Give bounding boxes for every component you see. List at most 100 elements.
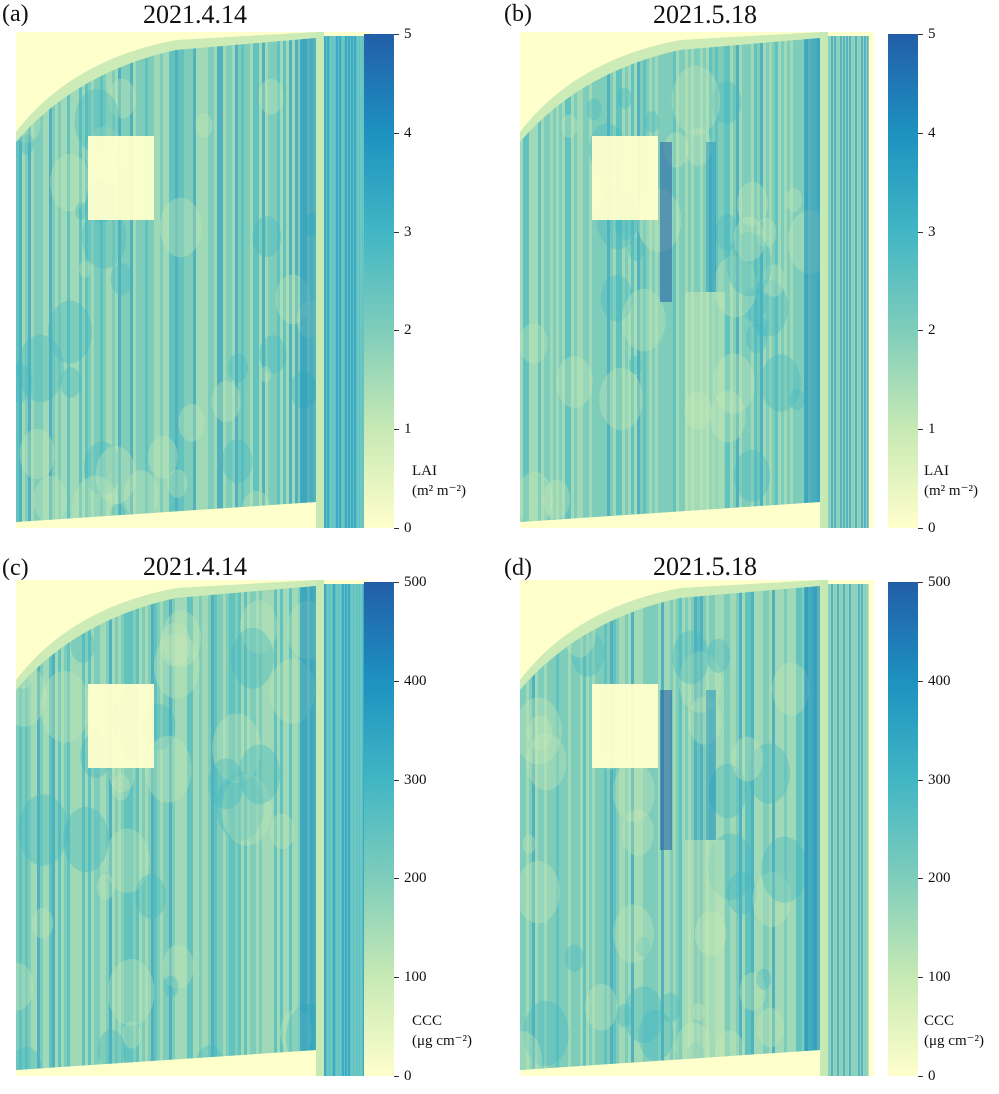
crop-stripe <box>229 586 232 1070</box>
crop-stripe <box>100 38 103 522</box>
side-stripe <box>867 584 869 1076</box>
crop-stripe <box>520 38 523 522</box>
crop-stripe <box>286 586 289 1070</box>
side-stripe <box>333 36 335 528</box>
panel-date: 2021.5.18 <box>653 0 757 29</box>
texture-patch <box>733 216 765 262</box>
texture-patch <box>240 600 278 654</box>
side-stripe <box>345 584 347 1076</box>
side-stripe <box>843 36 845 528</box>
crop-stripe <box>295 38 298 522</box>
crop-stripe <box>796 586 799 1070</box>
colorbar-tick-label: 500 <box>404 574 427 590</box>
colorbar-tick-mark <box>394 680 399 682</box>
crop-stripe <box>286 38 289 522</box>
texture-patch <box>671 65 721 135</box>
side-stripe <box>336 36 338 528</box>
crop-stripe <box>604 586 607 1070</box>
crop-stripe <box>208 586 211 1070</box>
texture-patch <box>755 318 769 338</box>
crop-stripe <box>745 38 748 522</box>
side-stripe <box>351 36 353 528</box>
texture-patch <box>18 794 69 866</box>
side-stripe <box>339 584 341 1076</box>
texture-patch <box>736 181 769 227</box>
map-svg <box>520 580 874 1076</box>
texture-patch <box>212 713 262 784</box>
crop-stripe <box>616 586 619 1070</box>
crop-stripe <box>652 38 655 522</box>
side-stripe <box>348 584 350 1076</box>
crop-stripe <box>175 38 178 522</box>
colorbar-tick-mark <box>918 231 923 233</box>
crop-stripe <box>235 38 238 522</box>
crop-stripe <box>559 38 562 522</box>
texture-patch <box>520 323 548 364</box>
texture-patch <box>772 662 810 716</box>
crop-stripe <box>172 38 175 522</box>
crop-stripe <box>697 38 700 522</box>
crop-stripe <box>127 586 130 1070</box>
texture-patch <box>561 114 578 138</box>
crop-stripe <box>544 586 547 1070</box>
colorbar-unit: (μg cm⁻²) <box>412 1033 473 1049</box>
ditch-band <box>804 586 820 1070</box>
crop-stripe <box>589 586 592 1070</box>
crop-stripe <box>109 586 112 1070</box>
crop-stripe <box>268 586 271 1070</box>
texture-patch <box>789 388 805 411</box>
texture-patch <box>644 111 660 133</box>
crop-stripe <box>106 38 109 522</box>
colorbar-tick-label: 400 <box>404 672 427 689</box>
texture-patch <box>195 113 213 138</box>
crop-stripe <box>142 38 145 522</box>
crop-stripe <box>637 586 640 1070</box>
crop-stripe <box>553 586 556 1070</box>
crop-stripe <box>127 38 130 522</box>
crop-stripe <box>79 38 82 522</box>
crop-stripe <box>535 38 538 522</box>
side-stripe <box>846 36 848 528</box>
crop-stripe <box>550 586 553 1070</box>
texture-patch <box>178 403 205 442</box>
colorbar-tick-label: 0 <box>404 520 412 536</box>
crop-stripe <box>634 38 637 522</box>
side-stripe <box>348 36 350 528</box>
crop-stripe <box>46 38 49 522</box>
crop-stripe <box>703 38 706 522</box>
crop-stripe <box>226 38 229 522</box>
crop-stripe <box>562 586 565 1070</box>
colorbar-tick-mark <box>394 528 399 529</box>
colorbar-tick-label: 3 <box>404 223 412 240</box>
texture-patch <box>47 300 92 364</box>
colorbar-tick-mark <box>394 330 399 332</box>
crop-stripe <box>244 38 247 522</box>
texture-patch <box>259 335 287 374</box>
crop-stripe <box>541 38 544 522</box>
side-stripe <box>351 584 353 1076</box>
crop-stripe <box>613 38 616 522</box>
road-strip <box>316 32 324 528</box>
crop-stripe <box>235 586 238 1070</box>
crop-stripe <box>679 38 682 522</box>
crop-stripe <box>211 586 214 1070</box>
crop-stripe <box>49 586 52 1070</box>
crop-stripe <box>214 38 217 522</box>
texture-patch <box>60 367 82 398</box>
crop-stripe <box>229 38 232 522</box>
crop-stripe <box>535 586 538 1070</box>
crop-stripe <box>643 586 646 1070</box>
colorbar-tick-mark <box>918 878 923 880</box>
colorbar-tick-label: 300 <box>928 771 951 788</box>
map-svg <box>16 32 370 528</box>
texture-patch <box>110 263 133 295</box>
crop-stripe <box>685 38 688 522</box>
crop-stripe <box>595 586 598 1070</box>
colorbar-tick-label: 1 <box>404 421 412 438</box>
texture-patch <box>755 217 777 248</box>
colorbar-tick-label: 200 <box>928 870 951 887</box>
crop-stripe <box>715 586 718 1070</box>
bare-plot <box>88 136 154 220</box>
colorbar-tick-mark <box>918 1076 923 1077</box>
crop-stripe <box>82 586 85 1070</box>
